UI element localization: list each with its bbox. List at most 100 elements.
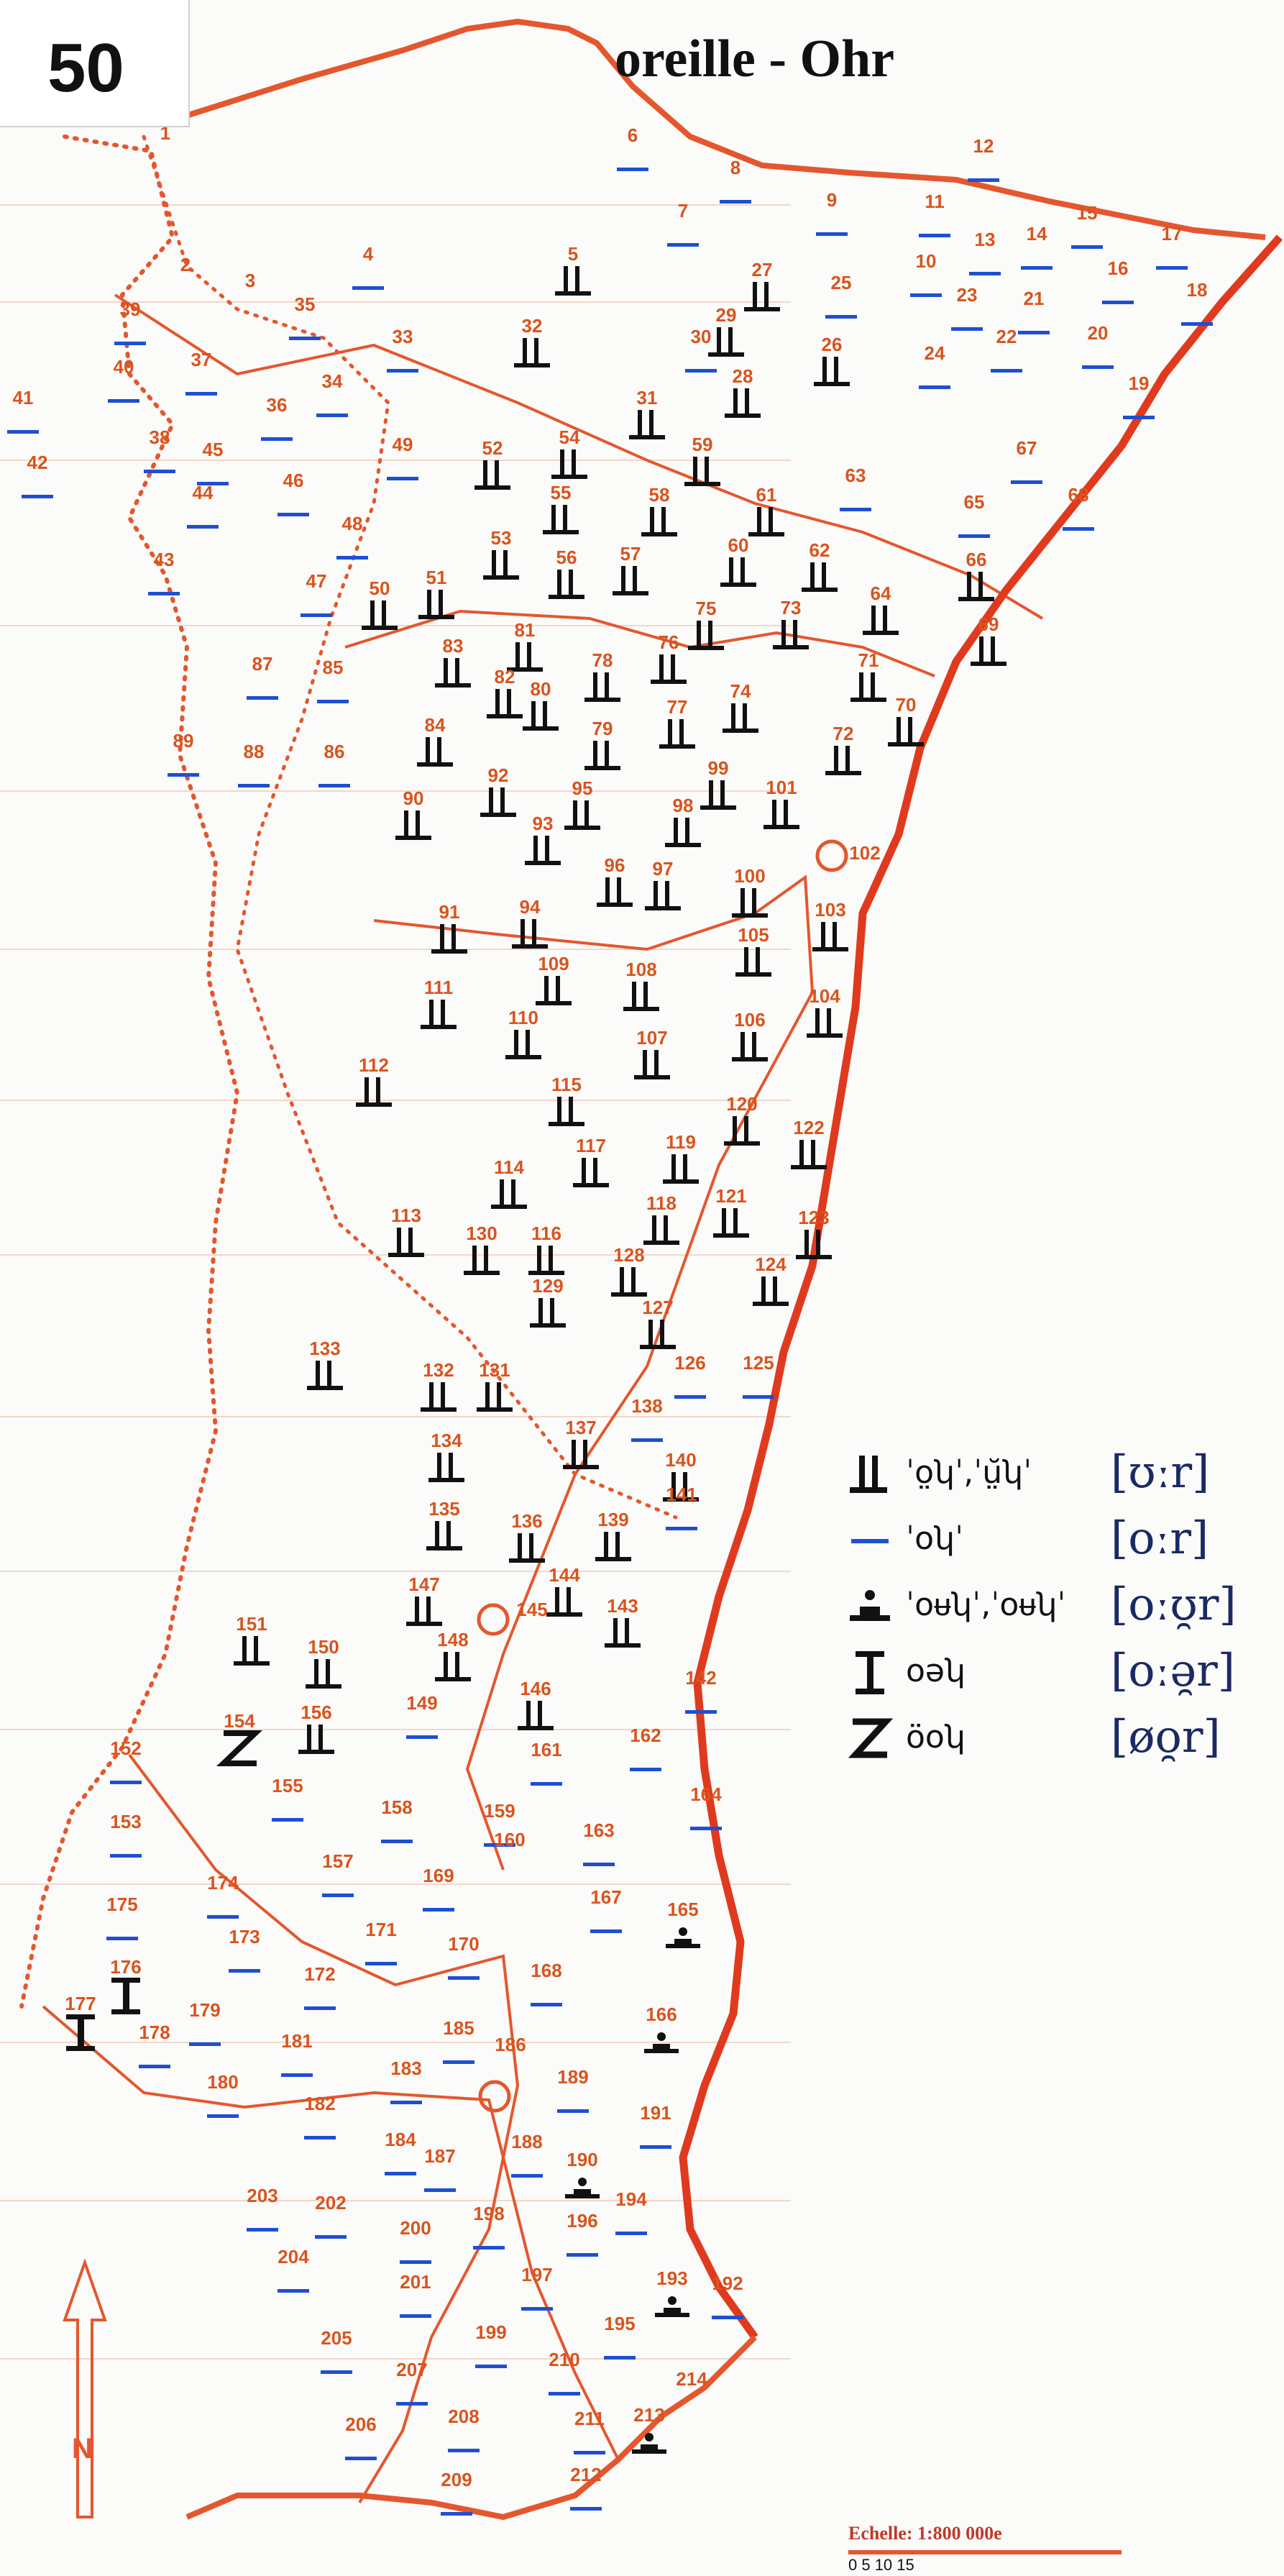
station-number: 72 xyxy=(833,723,854,744)
station-number: 122 xyxy=(793,1117,824,1138)
station-number: 105 xyxy=(738,924,769,946)
station-number: 82 xyxy=(495,666,515,688)
dash-icon xyxy=(238,784,270,787)
station-number: 164 xyxy=(690,1783,722,1805)
double-bar-icon xyxy=(549,1097,584,1126)
station-number: 23 xyxy=(957,284,978,306)
double-bar-icon xyxy=(543,505,579,534)
station-number: 64 xyxy=(871,583,891,604)
double-bar-icon xyxy=(536,976,572,1005)
station-number: 197 xyxy=(521,2264,552,2285)
station-number: 119 xyxy=(666,1131,696,1153)
legend-row: ˈoʮˈ [oːr] xyxy=(834,1512,1237,1576)
station-number: 91 xyxy=(439,901,460,923)
station-number: 77 xyxy=(667,696,688,718)
dot-base-icon xyxy=(655,2296,689,2317)
station-number: 126 xyxy=(674,1352,705,1374)
station-number: 34 xyxy=(322,370,343,392)
station-number: 147 xyxy=(408,1574,439,1595)
station-number: 211 xyxy=(574,2408,605,2429)
double-bar-icon xyxy=(958,572,994,601)
station-number: 51 xyxy=(426,567,447,588)
legend-notation: ˈo̤ʮˈ,ˈṳ̆ʮˈ xyxy=(906,1454,1032,1491)
double-bar-icon xyxy=(613,566,648,595)
dot-base-icon xyxy=(632,2433,666,2454)
dash-icon xyxy=(148,592,180,595)
legend-notation: oəʮ xyxy=(906,1653,966,1689)
legend-notation: ˈoʮˈ xyxy=(906,1520,964,1557)
dash-icon xyxy=(207,2114,239,2118)
station-number: 68 xyxy=(1068,484,1089,506)
station-number: 20 xyxy=(1088,322,1109,344)
dash-icon xyxy=(951,327,983,331)
station-number: 207 xyxy=(396,2359,427,2380)
dash-icon xyxy=(400,2260,431,2264)
dash-icon xyxy=(630,1768,661,1771)
station-number: 99 xyxy=(708,757,729,779)
district-boundary-north xyxy=(114,293,1044,620)
double-bar-icon xyxy=(773,620,809,649)
station-number: 7 xyxy=(678,200,688,221)
dash-icon xyxy=(229,1969,260,1973)
dash-icon xyxy=(666,1527,697,1530)
dash-icon xyxy=(321,2370,352,2374)
station-number: 69 xyxy=(978,613,999,635)
double-bar-icon xyxy=(551,449,587,479)
station-number: 196 xyxy=(567,2210,597,2232)
station-number: 25 xyxy=(831,272,852,293)
dash-icon xyxy=(1181,322,1213,326)
station-number: 98 xyxy=(673,795,694,816)
dash-icon xyxy=(139,2065,170,2068)
station-number: 145 xyxy=(516,1599,547,1620)
station-number: 10 xyxy=(916,250,937,272)
station-number: 185 xyxy=(443,2017,474,2039)
double-bar-icon xyxy=(573,1158,609,1187)
station-number: 90 xyxy=(403,787,424,809)
station-number: 87 xyxy=(252,653,273,675)
station-number: 176 xyxy=(110,1956,141,1978)
station-number: 73 xyxy=(781,597,802,618)
double-bar-icon xyxy=(307,1361,343,1390)
station-number: 94 xyxy=(520,896,541,918)
station-number: 19 xyxy=(1129,373,1150,394)
dash-icon xyxy=(7,430,39,434)
double-bar-icon xyxy=(474,460,510,490)
legend: ˈo̤ʮˈ,ˈṳ̆ʮˈ [ʊːr] ˈoʮˈ [oːr] ˈoᵾʮˈ,ˈoᵾʮˈ… xyxy=(834,1445,1237,1783)
dash-icon xyxy=(317,700,349,703)
station-number: 41 xyxy=(13,387,34,408)
station-number: 162 xyxy=(630,1725,661,1746)
double-bar-icon xyxy=(435,658,471,688)
station-number: 202 xyxy=(315,2192,346,2214)
double-bar-icon xyxy=(753,1276,789,1306)
station-number: 74 xyxy=(730,680,751,702)
station-number: 120 xyxy=(726,1093,757,1115)
scale-bar: Echelle: 1:800 000e 0 5 10 15 xyxy=(848,2523,1122,2575)
station-number: 83 xyxy=(443,635,464,657)
dash-icon xyxy=(590,1929,622,1933)
double-bar-icon xyxy=(431,924,467,954)
dash-icon xyxy=(484,1843,515,1847)
dash-icon xyxy=(247,2228,278,2232)
station-number: 56 xyxy=(556,547,577,568)
station-number: 206 xyxy=(345,2413,376,2435)
double-bar-icon xyxy=(564,800,600,830)
station-number: 45 xyxy=(203,439,224,460)
station-number: 61 xyxy=(756,484,777,506)
station-number: 200 xyxy=(400,2217,431,2239)
dash-icon xyxy=(1071,245,1103,249)
station-number: 13 xyxy=(975,229,996,250)
dash-icon xyxy=(106,1937,138,1940)
dash-icon xyxy=(289,337,321,340)
z-icon xyxy=(216,1730,262,1766)
double-bar-icon xyxy=(388,1228,424,1257)
double-bar-icon xyxy=(732,1032,768,1061)
station-number: 92 xyxy=(488,764,509,786)
station-number: 173 xyxy=(229,1926,260,1947)
dash-icon xyxy=(521,2307,553,2311)
dash-icon xyxy=(1123,416,1155,419)
double-bar-icon xyxy=(663,1472,699,1502)
dash-icon xyxy=(400,2314,431,2318)
double-bar-icon xyxy=(549,570,584,599)
station-number: 124 xyxy=(755,1253,787,1275)
